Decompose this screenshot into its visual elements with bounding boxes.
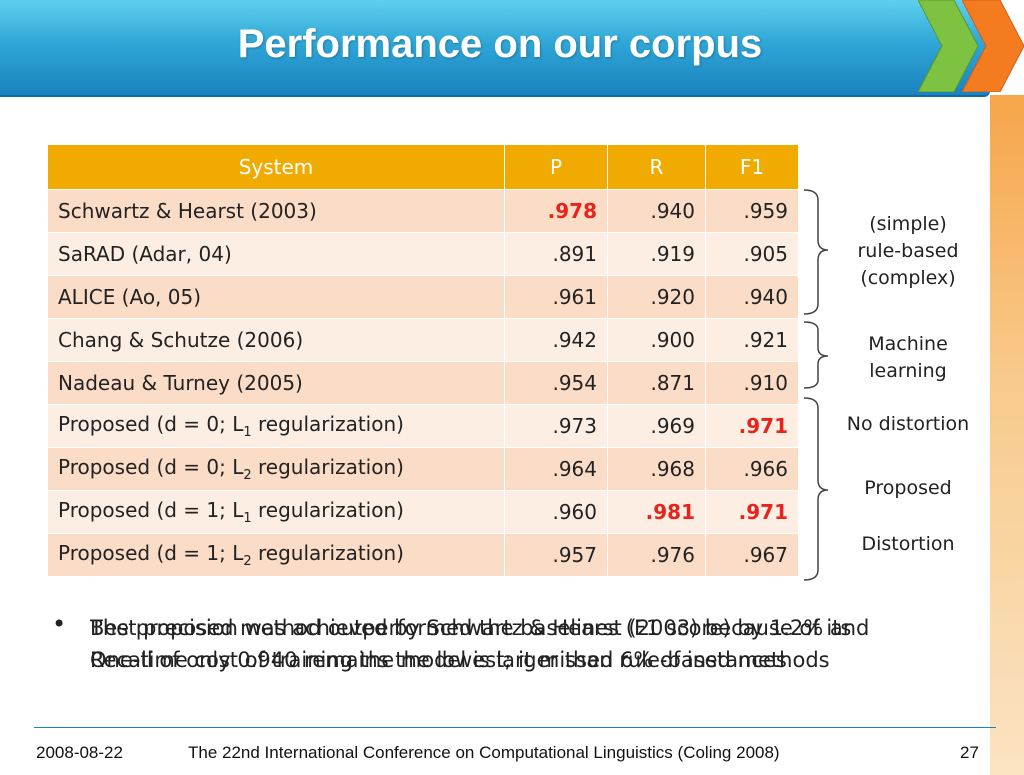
system-cell: Chang & Schutze (2006)	[47, 318, 505, 362]
system-text-suffix: regularization)	[251, 455, 404, 479]
table-row: Proposed (d = 0; L1 regularization) .973…	[47, 404, 799, 448]
table-row: Proposed (d = 1; L1 regularization) .960…	[47, 490, 799, 534]
footer-date: 2008-08-22	[36, 743, 123, 762]
r-cell: .968	[607, 447, 706, 491]
footer-page-number: 27	[960, 743, 979, 762]
p-cell: .954	[504, 361, 608, 405]
annotation-complex: (complex)	[860, 267, 956, 289]
bullet-line-2b: Recall of only 0.940 remains the lowest;…	[90, 648, 787, 672]
subscript: 2	[243, 554, 252, 569]
chevron-orange-icon	[962, 0, 1024, 92]
annotation-learning: learning	[869, 360, 947, 382]
header-r: R	[607, 144, 706, 190]
p-cell: .942	[504, 318, 608, 362]
f1-cell: .910	[705, 361, 799, 405]
f1-cell: .940	[705, 275, 799, 319]
system-text: Proposed (d = 0; L	[58, 455, 244, 479]
subscript: 2	[243, 468, 252, 483]
footer-divider	[34, 727, 996, 728]
table-row: Schwartz & Hearst (2003) .978 .940 .959	[47, 189, 799, 233]
p-cell: .960	[504, 490, 608, 534]
slide-title: Performance on our corpus	[237, 22, 763, 66]
p-cell: .891	[504, 232, 608, 276]
annotation-distortion: Distortion	[861, 533, 955, 555]
bullet-dot-icon: •	[52, 610, 67, 638]
system-cell: Schwartz & Hearst (2003)	[47, 189, 505, 233]
header-system: System	[47, 144, 505, 190]
f1-cell: .967	[705, 533, 799, 577]
footer-conference: The 22nd International Conference on Com…	[188, 743, 780, 762]
f1-cell: .971	[705, 404, 799, 448]
r-cell: .976	[607, 533, 706, 577]
p-cell: .964	[504, 447, 608, 491]
p-cell: .961	[504, 275, 608, 319]
system-text-suffix: regularization)	[251, 412, 404, 436]
system-text: Proposed (d = 1; L	[58, 498, 244, 522]
system-cell: Proposed (d = 0; L2 regularization)	[47, 447, 505, 491]
system-cell: Proposed (d = 1; L2 regularization)	[47, 533, 505, 577]
r-cell: .969	[607, 404, 706, 448]
f1-cell: .966	[705, 447, 799, 491]
table-row: SaRAD (Adar, 04) .891 .919 .905	[47, 232, 799, 276]
system-text-suffix: regularization)	[251, 541, 404, 565]
annotation-proposed: Proposed	[864, 477, 952, 499]
table-row: Proposed (d = 1; L2 regularization) .957…	[47, 533, 799, 577]
bullet-line-2a: One-time cost of training the model is l…	[90, 648, 830, 672]
table-row: Chang & Schutze (2006) .942 .900 .921	[47, 318, 799, 362]
annotation-no-distortion: No distortion	[846, 413, 970, 435]
system-cell: SaRAD (Adar, 04)	[47, 232, 505, 276]
r-cell: .981	[607, 490, 706, 534]
p-cell: .957	[504, 533, 608, 577]
subscript: 1	[243, 425, 252, 440]
title-bar	[0, 0, 990, 97]
chevron-green-icon	[918, 0, 978, 92]
f1-cell: .959	[705, 189, 799, 233]
table-row: ALICE (Ao, 05) .961 .920 .940	[47, 275, 799, 319]
system-cell: ALICE (Ao, 05)	[47, 275, 505, 319]
side-decoration	[990, 95, 1024, 775]
f1-cell: .905	[705, 232, 799, 276]
r-cell: .920	[607, 275, 706, 319]
subscript: 1	[243, 511, 252, 526]
system-text: Proposed (d = 1; L	[58, 541, 244, 565]
table-row: Proposed (d = 0; L2 regularization) .964…	[47, 447, 799, 491]
system-text-suffix: regularization)	[251, 498, 404, 522]
r-cell: .919	[607, 232, 706, 276]
p-cell: .973	[504, 404, 608, 448]
r-cell: .940	[607, 189, 706, 233]
bullet-line-1b: Best precision was achieved by Schwartz …	[90, 616, 852, 640]
header-f1: F1	[705, 144, 799, 190]
p-cell: .978	[504, 189, 608, 233]
annotation-rule-based: rule-based	[857, 240, 959, 262]
bullet-line-1a: The proposed method outperformed the bas…	[90, 616, 870, 640]
system-cell: Proposed (d = 0; L1 regularization)	[47, 404, 505, 448]
system-text: Proposed (d = 0; L	[58, 412, 244, 436]
r-cell: .900	[607, 318, 706, 362]
results-table: System P R F1 Schwartz & Hearst (2003) .…	[47, 144, 799, 577]
table-header-row: System P R F1	[47, 144, 799, 190]
grouping-brackets	[803, 189, 829, 581]
f1-cell: .971	[705, 490, 799, 534]
r-cell: .871	[607, 361, 706, 405]
annotation-simple: (simple)	[869, 213, 947, 235]
header-p: P	[504, 144, 608, 190]
system-cell: Proposed (d = 1; L1 regularization)	[47, 490, 505, 534]
system-cell: Nadeau & Turney (2005)	[47, 361, 505, 405]
f1-cell: .921	[705, 318, 799, 362]
table-row: Nadeau & Turney (2005) .954 .871 .910	[47, 361, 799, 405]
annotation-machine: Machine	[868, 333, 948, 355]
